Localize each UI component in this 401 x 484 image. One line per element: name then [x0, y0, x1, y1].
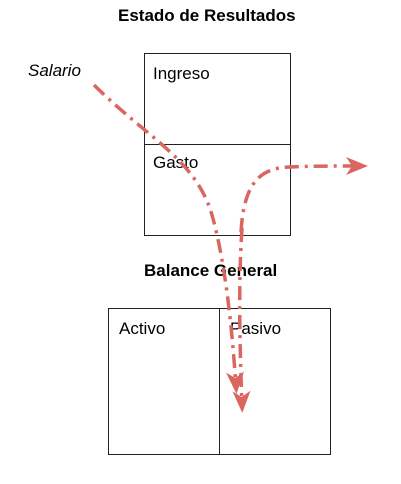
salary-flow-label: Salario — [28, 61, 81, 80]
salary-to-liabilities-arrow — [92, 83, 244, 394]
liabilities-box: Pasivo — [219, 308, 331, 455]
assets-label: Activo — [119, 319, 166, 338]
expense-outflow-arrow — [239, 157, 368, 233]
income-statement-title: Estado de Resultados — [118, 6, 296, 25]
balance-sheet-title: Balance General — [144, 261, 278, 280]
revenue-label: Ingreso — [153, 64, 210, 83]
expense-to-liabilities-arrow — [232, 227, 251, 413]
liabilities-label: Pasivo — [230, 319, 282, 338]
